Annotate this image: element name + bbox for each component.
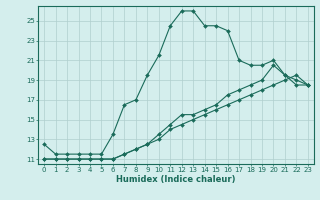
X-axis label: Humidex (Indice chaleur): Humidex (Indice chaleur) xyxy=(116,175,236,184)
